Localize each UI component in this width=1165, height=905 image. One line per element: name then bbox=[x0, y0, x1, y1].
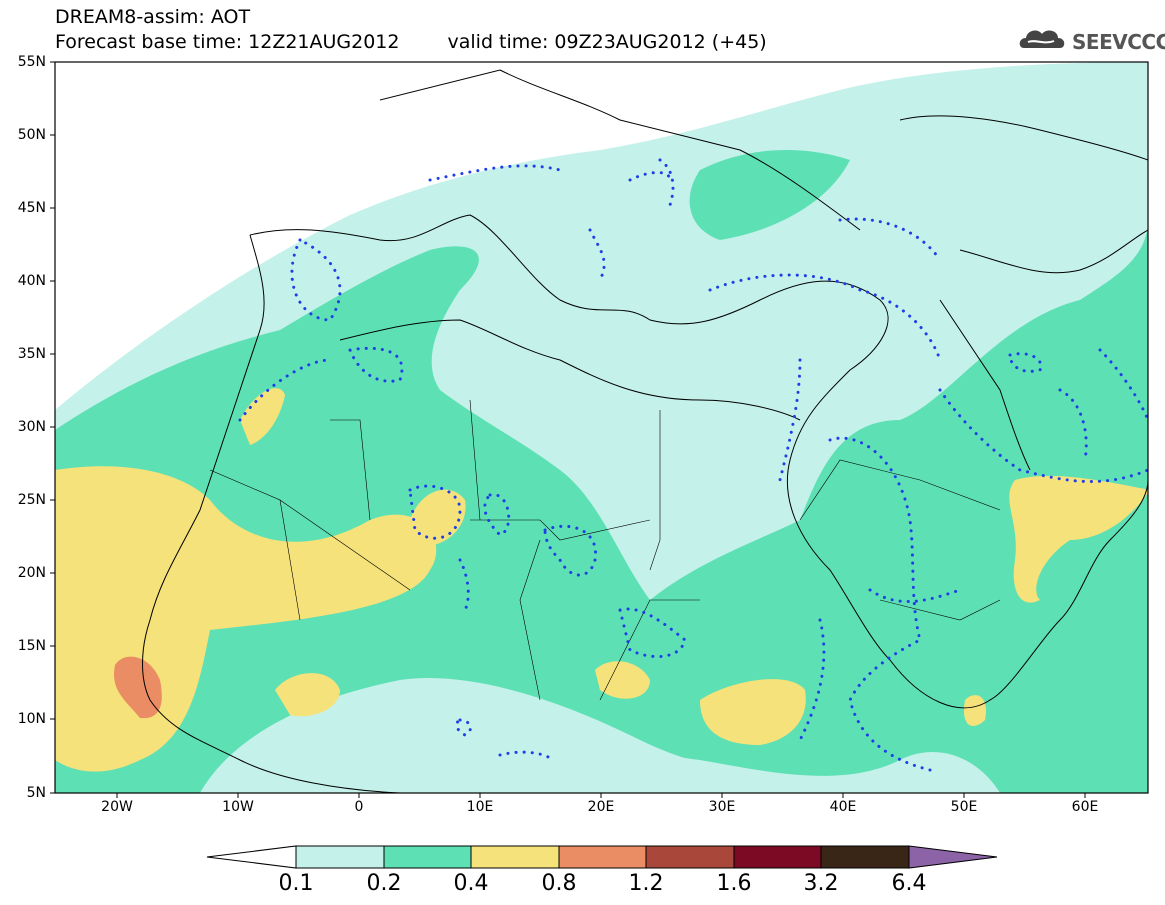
aot-band-0.4-morocco bbox=[240, 388, 285, 445]
aot-band-0.4-ne bbox=[410, 489, 466, 546]
aot-band-0.4-somalia bbox=[964, 695, 986, 726]
lat-label: 10N bbox=[17, 711, 46, 727]
colorbar-label: 6.4 bbox=[891, 871, 927, 896]
coastlines bbox=[142, 69, 1148, 793]
colorbar-label: 0.8 bbox=[541, 871, 577, 896]
product-title: DREAM8-assim: AOT bbox=[55, 6, 251, 28]
axis-ticks bbox=[50, 61, 1086, 798]
aot-band-0.4-sahel bbox=[275, 673, 340, 717]
colorbar-label: 1.2 bbox=[628, 871, 664, 896]
lat-label: 5N bbox=[26, 785, 46, 801]
aot-band-0.4-chad bbox=[595, 661, 650, 699]
lat-label: 15N bbox=[17, 638, 46, 654]
aot-band-0.2-upper bbox=[689, 150, 850, 240]
lat-label: 20N bbox=[17, 565, 46, 581]
lon-label: 20W bbox=[101, 799, 133, 815]
lon-label: 60E bbox=[1071, 799, 1099, 815]
time-info: Forecast base time: 12Z21AUG2012 valid ti… bbox=[55, 31, 767, 53]
lon-label: 10W bbox=[222, 799, 254, 815]
lat-label: 35N bbox=[17, 346, 46, 362]
lat-label: 25N bbox=[17, 492, 46, 508]
aot-pocket-0.1 bbox=[200, 678, 820, 793]
dust-contours bbox=[238, 158, 1148, 772]
lon-label: 30E bbox=[708, 799, 736, 815]
colorbar-label: 1.6 bbox=[716, 871, 752, 896]
colorbar-label: 0.4 bbox=[453, 871, 489, 896]
lon-label: 0 bbox=[354, 799, 364, 815]
colorbar-label: 3.2 bbox=[803, 871, 839, 896]
lat-label: 50N bbox=[17, 127, 46, 143]
lat-label: 30N bbox=[17, 419, 46, 435]
base-time: Forecast base time: 12Z21AUG2012 bbox=[55, 31, 400, 53]
colorbar-label: 0.2 bbox=[366, 871, 402, 896]
aot-fields bbox=[55, 62, 1148, 793]
seevccc-logo-icon bbox=[1019, 30, 1065, 48]
lon-label: 40E bbox=[829, 799, 857, 815]
aot-band-0.8 bbox=[114, 656, 162, 719]
aot-band-0.4-oman bbox=[1009, 475, 1148, 603]
lon-label: 50E bbox=[950, 799, 978, 815]
lon-label: 20E bbox=[587, 799, 615, 815]
lat-label: 55N bbox=[17, 54, 46, 70]
aot-band-0.2 bbox=[55, 220, 1148, 793]
aot-band-0.4-sudan bbox=[700, 679, 806, 745]
valid-time: valid time: 09Z23AUG2012 (+45) bbox=[447, 31, 767, 53]
colorbar-label: 0.1 bbox=[278, 871, 314, 896]
lon-label: 10E bbox=[466, 799, 494, 815]
lat-label: 40N bbox=[17, 273, 46, 289]
logo-text: SEEVCCC bbox=[1072, 30, 1165, 54]
lat-label: 45N bbox=[17, 200, 46, 216]
borders bbox=[209, 399, 1001, 701]
